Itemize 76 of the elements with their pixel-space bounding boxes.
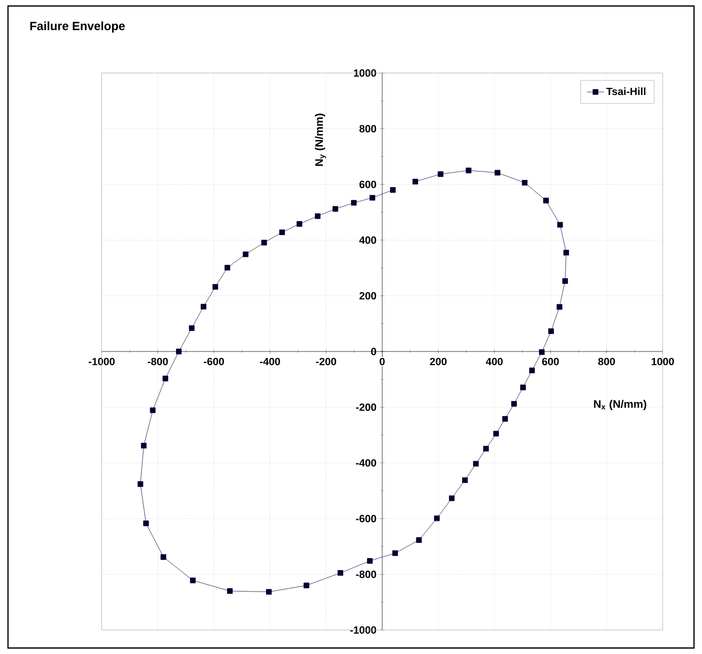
- point: [261, 240, 267, 246]
- y-tick-label: 600: [359, 180, 376, 188]
- x-tick-label: -200: [316, 358, 336, 366]
- point: [351, 200, 357, 206]
- y-tick-label: -600: [356, 514, 376, 522]
- point: [304, 582, 310, 588]
- point: [160, 554, 166, 560]
- x-tick-label: -800: [148, 358, 168, 366]
- point: [296, 221, 302, 227]
- point: [140, 442, 147, 448]
- x-tick-label: 800: [598, 358, 615, 366]
- x-tick-label: 0: [380, 358, 385, 366]
- point: [392, 550, 398, 556]
- x-tick-label: 1000: [652, 358, 674, 366]
- point: [212, 284, 218, 290]
- point: [520, 384, 526, 390]
- y-tick-label: -1000: [350, 626, 376, 634]
- x-tick-label: -600: [204, 358, 224, 366]
- x-tick-label: 200: [430, 358, 447, 366]
- point: [543, 198, 549, 204]
- point: [190, 578, 196, 584]
- point: [502, 416, 508, 422]
- point: [438, 171, 444, 177]
- point: [266, 589, 272, 595]
- point: [412, 178, 418, 184]
- point: [332, 206, 338, 212]
- point: [367, 558, 373, 564]
- point: [224, 264, 230, 270]
- point: [434, 516, 440, 522]
- x-tick-label: -1000: [88, 358, 115, 366]
- point: [529, 368, 535, 374]
- point: [494, 170, 500, 176]
- point: [462, 477, 468, 483]
- point: [557, 222, 563, 228]
- point: [416, 537, 422, 543]
- point: [556, 304, 562, 310]
- point: [522, 180, 528, 186]
- y-tick-label: -200: [356, 404, 376, 411]
- point: [390, 187, 396, 193]
- y-tick-label: -800: [356, 570, 376, 578]
- y-axis-title: N$_{y}$ (N/mm): [314, 114, 326, 166]
- y-tick-label: -400: [356, 459, 376, 467]
- point: [200, 304, 206, 310]
- y-tick-label: 400: [359, 236, 376, 244]
- point: [242, 252, 248, 258]
- point: [562, 278, 568, 284]
- point: [448, 495, 455, 502]
- x-axis-title: N$_{x}$ (N/mm): [594, 400, 646, 410]
- y-tick-label: 800: [359, 124, 376, 132]
- point: [176, 348, 182, 354]
- point: [227, 588, 233, 594]
- point: [138, 481, 144, 487]
- x-tick-label: -400: [260, 358, 280, 366]
- point: [563, 250, 570, 256]
- point: [493, 430, 499, 436]
- point: [279, 229, 285, 236]
- point: [511, 401, 517, 407]
- point: [162, 376, 168, 382]
- point: [150, 407, 156, 414]
- y-tick-label: 200: [359, 292, 376, 300]
- y-tick-label: 0: [371, 348, 376, 356]
- point: [548, 328, 554, 334]
- legend-label: Tsai-Hill: [606, 87, 646, 96]
- point: [483, 446, 489, 452]
- chart-title: Failure Envelope: [30, 21, 125, 33]
- point: [473, 460, 479, 467]
- x-tick-label: 600: [542, 358, 559, 366]
- point: [370, 194, 376, 201]
- point: [539, 349, 545, 355]
- point: [338, 570, 344, 576]
- point: [314, 213, 320, 219]
- point: [143, 520, 149, 526]
- y-tick-label: 1000: [354, 69, 376, 77]
- x-tick-label: 400: [486, 358, 503, 366]
- point: [188, 325, 195, 331]
- point: [466, 168, 472, 174]
